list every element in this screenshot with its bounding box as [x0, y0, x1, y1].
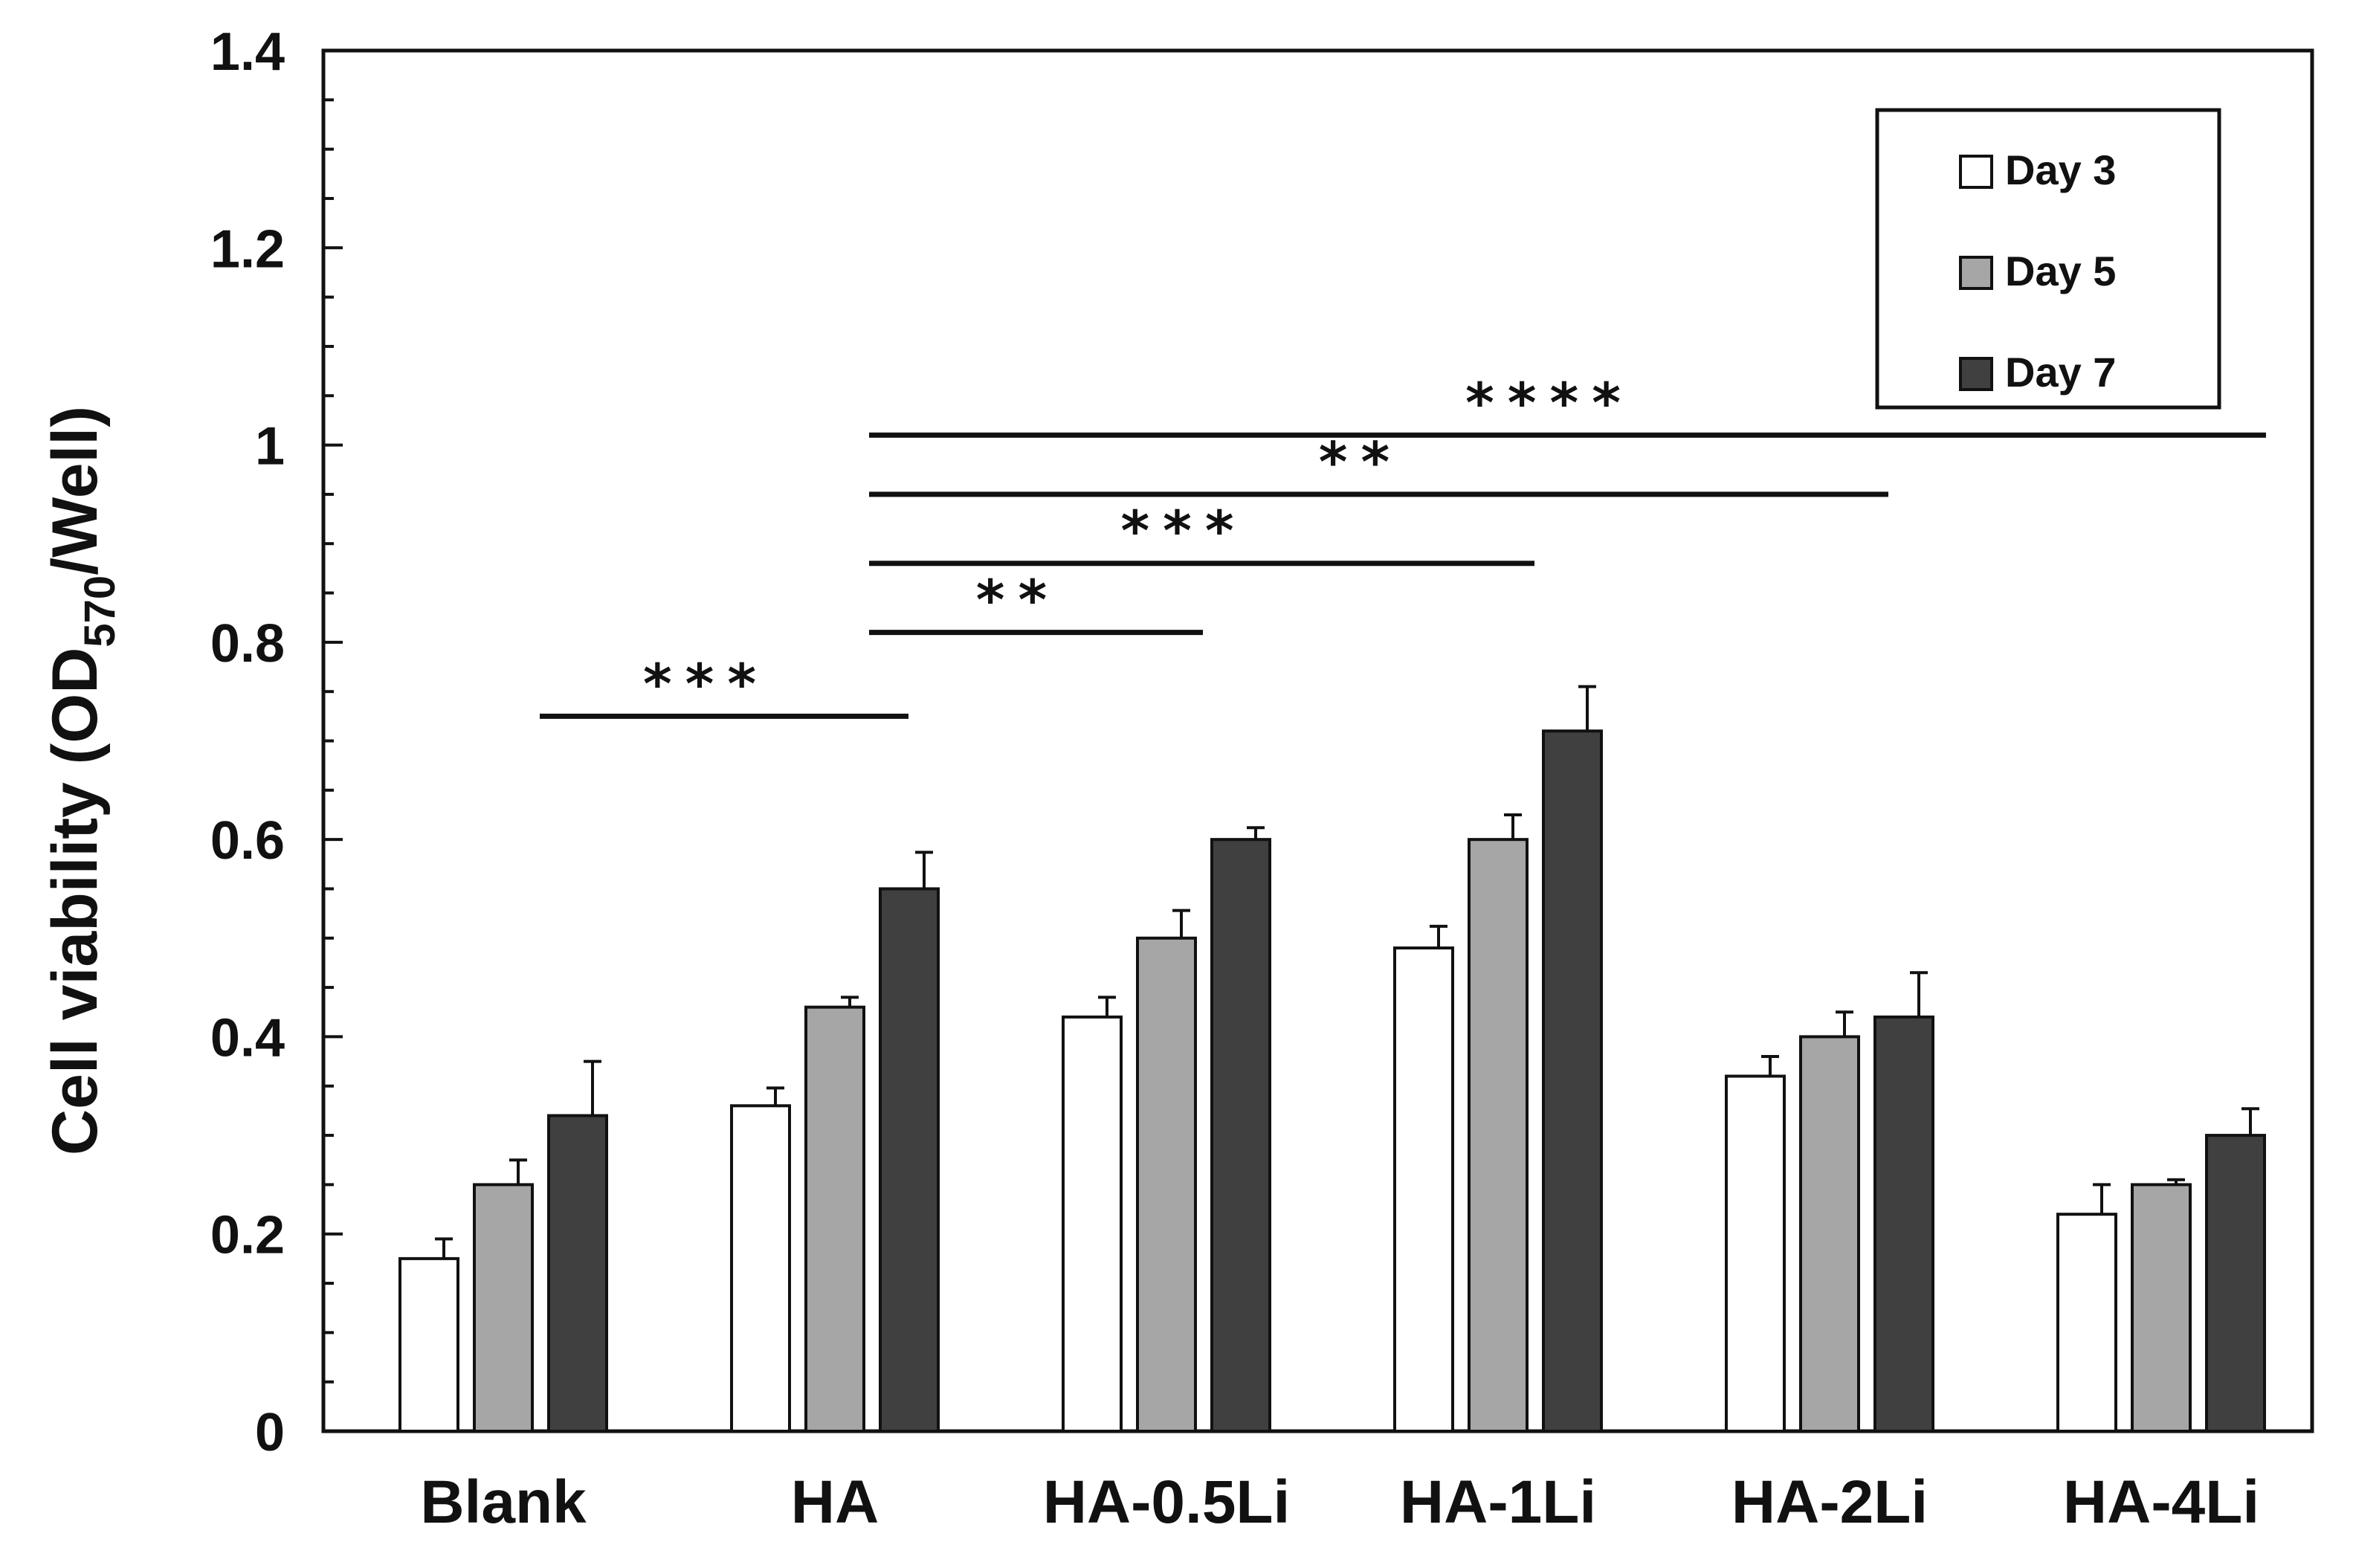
y-tick-label: 0.4 [210, 1008, 285, 1068]
bar-day-3-ha-4li [2056, 1213, 2117, 1433]
significance-label: **** [1465, 371, 1634, 435]
significance-annotations: ************** [540, 371, 2266, 719]
bar-day-5-ha-2li [1799, 1035, 1860, 1433]
bar-day-3-blank [398, 1256, 459, 1433]
x-category-label: HA-1Li [1400, 1468, 1596, 1536]
bar-day-7-ha-2li [1873, 1015, 1934, 1433]
x-category-label: HA-4Li [2063, 1468, 2259, 1536]
x-category-label: HA-0.5Li [1043, 1468, 1291, 1536]
bar-day-7-ha [879, 887, 940, 1433]
bar-day-3-ha [730, 1104, 791, 1433]
y-tick-label: 0.8 [210, 614, 285, 674]
bar-day-7-blank [547, 1114, 608, 1433]
y-axis-title-subscript: 570 [76, 575, 124, 648]
y-tick-label: 1 [255, 417, 285, 477]
y-tick-label: 0 [255, 1403, 285, 1462]
y-axis-title-suffix: /Well) [39, 406, 111, 575]
legend: Day 3 Day 5 Day 7 [1875, 108, 2221, 410]
legend-label: Day 3 [2005, 146, 2116, 193]
bar-day-5-ha-4li [2131, 1183, 2192, 1433]
y-axis: 0 0.2 0.4 0.6 0.8 1 1.2 1.4 Blank HA HA-0.5Li HA-1L… [210, 22, 2259, 1536]
plot-area [321, 48, 2314, 1433]
bar-day-3-ha-1li [1393, 946, 1454, 1433]
bar-day-5-ha-1li [1468, 838, 1529, 1433]
x-category-label: Blank [420, 1468, 587, 1536]
bar-day-5-blank [473, 1183, 534, 1433]
y-tick-label: 0.6 [210, 811, 285, 871]
legend-label: Day 7 [2005, 349, 2116, 396]
significance-label: *** [1120, 500, 1247, 564]
bar-day-7-ha-0-5li [1210, 838, 1271, 1433]
significance-label: ** [976, 569, 1060, 633]
significance-label: *** [643, 652, 769, 716]
y-axis-title-prefix: Cell viability (OD [39, 648, 111, 1155]
bar-day-3-ha-2li [1725, 1074, 1786, 1433]
y-tick-label: 1.2 [210, 219, 285, 279]
y-tick-label: 0.2 [210, 1206, 285, 1265]
bar-day-3-ha-0-5li [1062, 1015, 1123, 1433]
bar-day-7-ha-4li [2205, 1134, 2266, 1433]
y-axis-title: Cell viability (OD570/Well) [39, 406, 124, 1155]
bar-day-5-ha [804, 1005, 865, 1433]
legend-swatch [1959, 256, 1993, 290]
x-category-label: HA [791, 1468, 879, 1536]
legend-label: Day 5 [2005, 248, 2116, 294]
legend-swatch [1959, 357, 1993, 391]
significance-label: ** [1319, 430, 1403, 494]
bar-day-7-ha-1li [1542, 729, 1603, 1433]
bar-day-5-ha-0-5li [1136, 936, 1197, 1433]
y-tick-label: 1.4 [210, 22, 285, 82]
legend-box [1875, 108, 2221, 410]
x-category-label: HA-2Li [1731, 1468, 1928, 1536]
legend-swatch [1959, 155, 1993, 189]
